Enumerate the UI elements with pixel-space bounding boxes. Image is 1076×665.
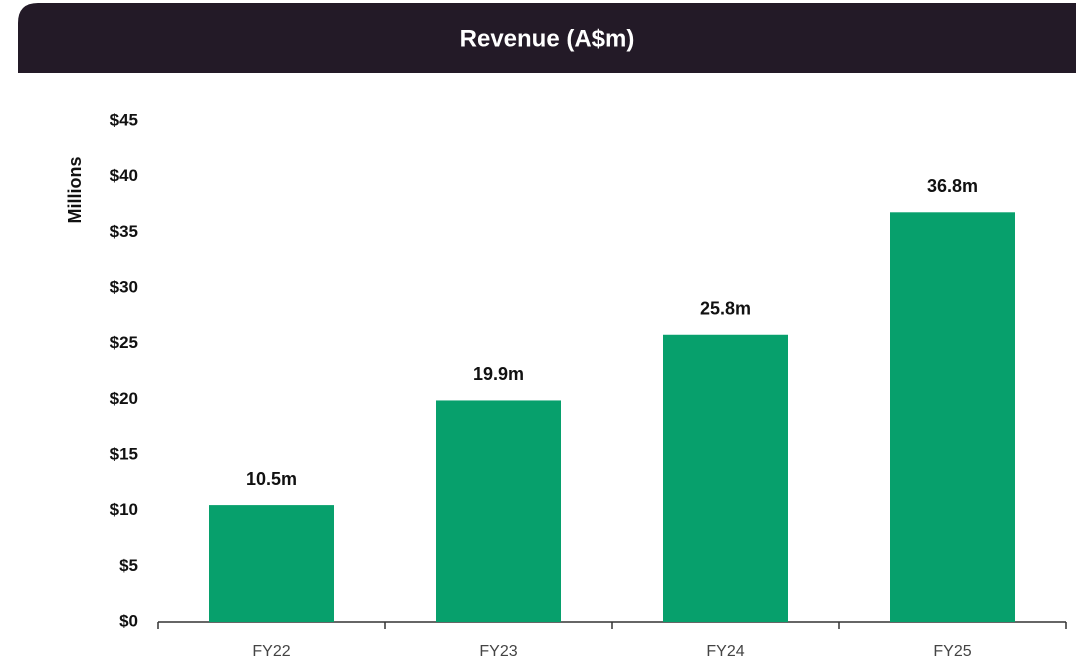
y-tick-label: $40 [110,166,138,185]
bar [890,212,1015,622]
data-label: 36.8m [927,176,978,196]
x-tick-label: FY24 [706,643,744,660]
data-label: 25.8m [700,299,751,319]
y-axis-label: Millions [65,157,85,224]
y-tick-label: $25 [110,333,138,352]
data-label: 10.5m [246,469,297,489]
y-tick-label: $20 [110,389,138,408]
y-tick-label: $15 [110,444,138,463]
bar [209,505,334,622]
x-tick-label: FY25 [933,643,971,660]
x-tick-label: FY23 [479,643,517,660]
y-tick-label: $0 [119,611,138,630]
title-bar [18,3,1076,73]
y-tick-label: $10 [110,500,138,519]
y-tick-label: $45 [110,110,138,129]
y-tick-label: $5 [119,556,138,575]
y-tick-label: $30 [110,277,138,296]
bar [436,400,561,622]
chart-title: Revenue (A$m) [460,25,635,52]
x-tick-label: FY22 [252,643,290,660]
y-tick-label: $35 [110,222,138,241]
data-label: 19.9m [473,364,524,384]
bar [663,334,788,622]
